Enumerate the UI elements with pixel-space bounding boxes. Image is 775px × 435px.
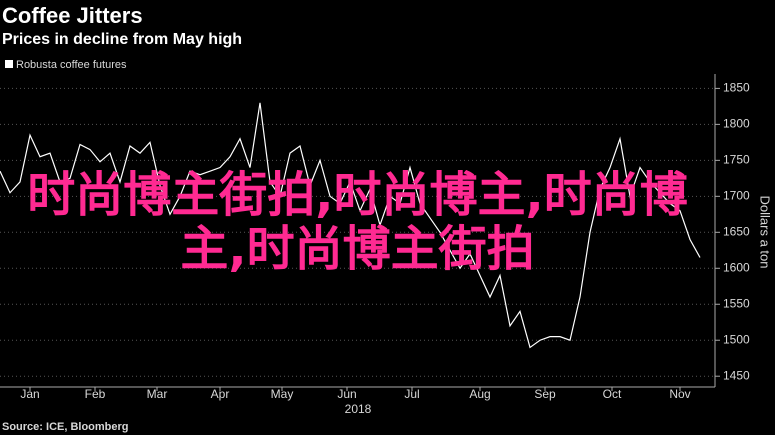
x-tick-label: Jan xyxy=(20,387,39,401)
line-series xyxy=(0,102,701,349)
y-tick-label: 1750 xyxy=(723,153,750,167)
y-tick-label: 1700 xyxy=(723,188,750,202)
y-axis-label: Dollars a ton xyxy=(758,196,773,269)
chart-subtitle: Prices in decline from May high xyxy=(2,31,242,48)
x-tick-label: Mar xyxy=(147,387,168,401)
x-tick-label: Jul xyxy=(404,387,419,401)
y-tick-label: 1600 xyxy=(723,260,750,274)
legend-label: Robusta coffee futures xyxy=(16,59,127,71)
x-axis-label: 2018 xyxy=(345,402,372,416)
overlay-text: 时尚博主街拍,时尚博主,时尚博主,时尚博主街拍 xyxy=(27,167,688,277)
x-tick-label: Oct xyxy=(603,387,622,401)
x-tick-label: Sep xyxy=(534,387,556,401)
x-tick-label: Jun xyxy=(337,387,356,401)
x-tick-label: Aug xyxy=(469,387,490,401)
source: Source: ICE, Bloomberg xyxy=(2,421,129,433)
x-tick-label: Feb xyxy=(85,387,106,401)
x-tick-label: Apr xyxy=(211,387,230,401)
y-tick-label: 1850 xyxy=(723,81,750,95)
legend-swatch xyxy=(5,60,13,68)
y-tick-label: 1650 xyxy=(723,224,750,238)
y-tick-label: 1550 xyxy=(723,296,750,310)
x-tick-label: May xyxy=(271,387,294,401)
y-tick-label: 1450 xyxy=(723,368,750,382)
y-tick-label: 1500 xyxy=(723,332,750,346)
y-tick-label: 1800 xyxy=(723,117,750,131)
x-tick-label: Nov xyxy=(669,387,690,401)
chart-title: Coffee Jitters xyxy=(2,3,143,28)
